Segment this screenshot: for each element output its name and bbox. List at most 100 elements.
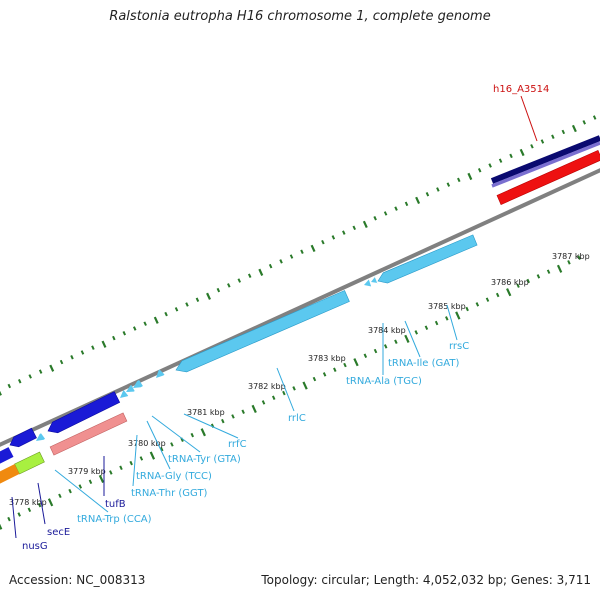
scale-tick [343,362,347,368]
kbp-label-4: 3782 kbp [248,382,286,391]
kbp-label-7: 3785 kbp [428,302,466,311]
outer-scale-tick [227,283,231,288]
outer-scale-tick [373,215,377,221]
outer-scale-tick [561,129,566,135]
scale-tick [241,409,245,414]
scale-tick [373,348,378,354]
feature-label-7: tRNA-Gly (TCC) [136,471,212,482]
scale-tick [129,460,133,466]
label-connector-8 [132,434,138,487]
scale-tick [47,498,54,507]
kbp-label-6: 3784 kbp [368,326,406,335]
outer-scale-tick [174,307,179,312]
scale-tick [516,283,520,288]
outer-scale-tick [425,192,430,197]
scale-tick [567,260,571,265]
feature-label-12: nusG [22,541,48,552]
scale-tick [485,297,490,302]
secE-arrow [9,427,37,448]
scale-tick [312,376,317,382]
kbp-label-8: 3786 kbp [491,278,529,287]
scale-tick [414,330,418,335]
kbp-label-3: 3781 kbp [187,408,225,417]
outer-scale-tick [383,211,388,216]
orange-gene-bar [0,464,20,484]
scale-tick [577,255,581,260]
outer-scale-tick [404,201,409,207]
outer-scale-tick [467,172,473,181]
scale-tick [68,488,72,494]
feature-label-9: tRNA-Trp (CCA) [77,514,152,525]
scale-tick [88,479,93,485]
scale-tick [7,516,11,522]
kbp-label-2: 3780 kbp [128,439,166,448]
scale-tick [333,367,337,372]
scale-tick [506,288,512,297]
trna-ala-arrow [364,279,372,287]
outer-scale-tick [247,273,252,278]
scale-tick [58,493,62,499]
trna-ile-arrow [371,276,378,284]
outer-scale-tick [582,120,586,125]
label-connector-2 [404,320,421,358]
scale-tick [465,306,469,312]
outer-scale-tick [132,326,137,331]
scale-tick [434,320,439,326]
outer-scale-tick [530,144,534,149]
accession-text: Accession: NC_008313 [9,573,146,587]
outer-scale-tick [70,355,74,360]
outer-scale-tick [415,196,421,205]
rrlC-arrow [175,290,350,373]
scale-tick [282,390,286,396]
outer-scale-tick [310,244,316,252]
gene-bar-purple [491,141,600,188]
feature-label-10: tufB [105,499,126,510]
trna-gly-arrow [126,385,135,392]
scale-tick [292,386,296,391]
scale-tick [363,353,368,358]
outer-scale-tick [59,359,64,365]
outer-scale-tick [551,134,555,139]
scale-tick [231,414,235,419]
feature-label-2: tRNA-Ile (GAT) [388,358,459,369]
outer-scale-tick [143,321,147,326]
outer-scale-tick [101,340,107,348]
scale-tick [475,302,480,307]
feature-label-8: tRNA-Thr (GGT) [131,488,208,499]
scale-tick [251,404,257,413]
outer-scale-tick [91,345,95,350]
outer-scale-tick [17,378,22,384]
outer-scale-tick [195,297,200,302]
kbp-label-1: 3779 kbp [68,467,106,476]
outer-scale-tick [258,268,264,276]
feature-label-3: tRNA-Ala (TGC) [346,376,422,387]
feature-label-0: h16_A3514 [493,84,549,95]
outer-scale-tick [446,182,451,187]
outer-scale-tick [279,259,283,264]
scale-tick [526,278,530,284]
scale-tick [455,311,461,320]
rrfC-arrow [156,369,165,378]
scale-tick [546,269,551,274]
label-connector-9 [54,469,109,513]
outer-scale-tick [394,206,398,211]
scale-tick [139,456,144,461]
feature-label-11: secE [47,527,70,538]
label-connector-7 [146,420,171,470]
outer-scale-tick [436,187,440,192]
scale-tick [302,381,308,390]
scale-tick [109,470,113,475]
map-title: Ralstonia eutropha H16 chromosome 1, com… [109,9,491,24]
outer-scale-tick [237,278,242,283]
trna-trp-arrow [36,433,45,441]
outer-scale-tick [185,302,189,307]
outer-scale-tick [7,383,12,389]
label-connector-4 [276,367,295,412]
scale-tick [383,344,388,349]
scale-tick [159,446,164,452]
scale-tick [271,395,276,400]
outer-scale-tick [477,168,482,173]
scale-tick [424,325,429,330]
label-connector-1 [446,304,458,341]
